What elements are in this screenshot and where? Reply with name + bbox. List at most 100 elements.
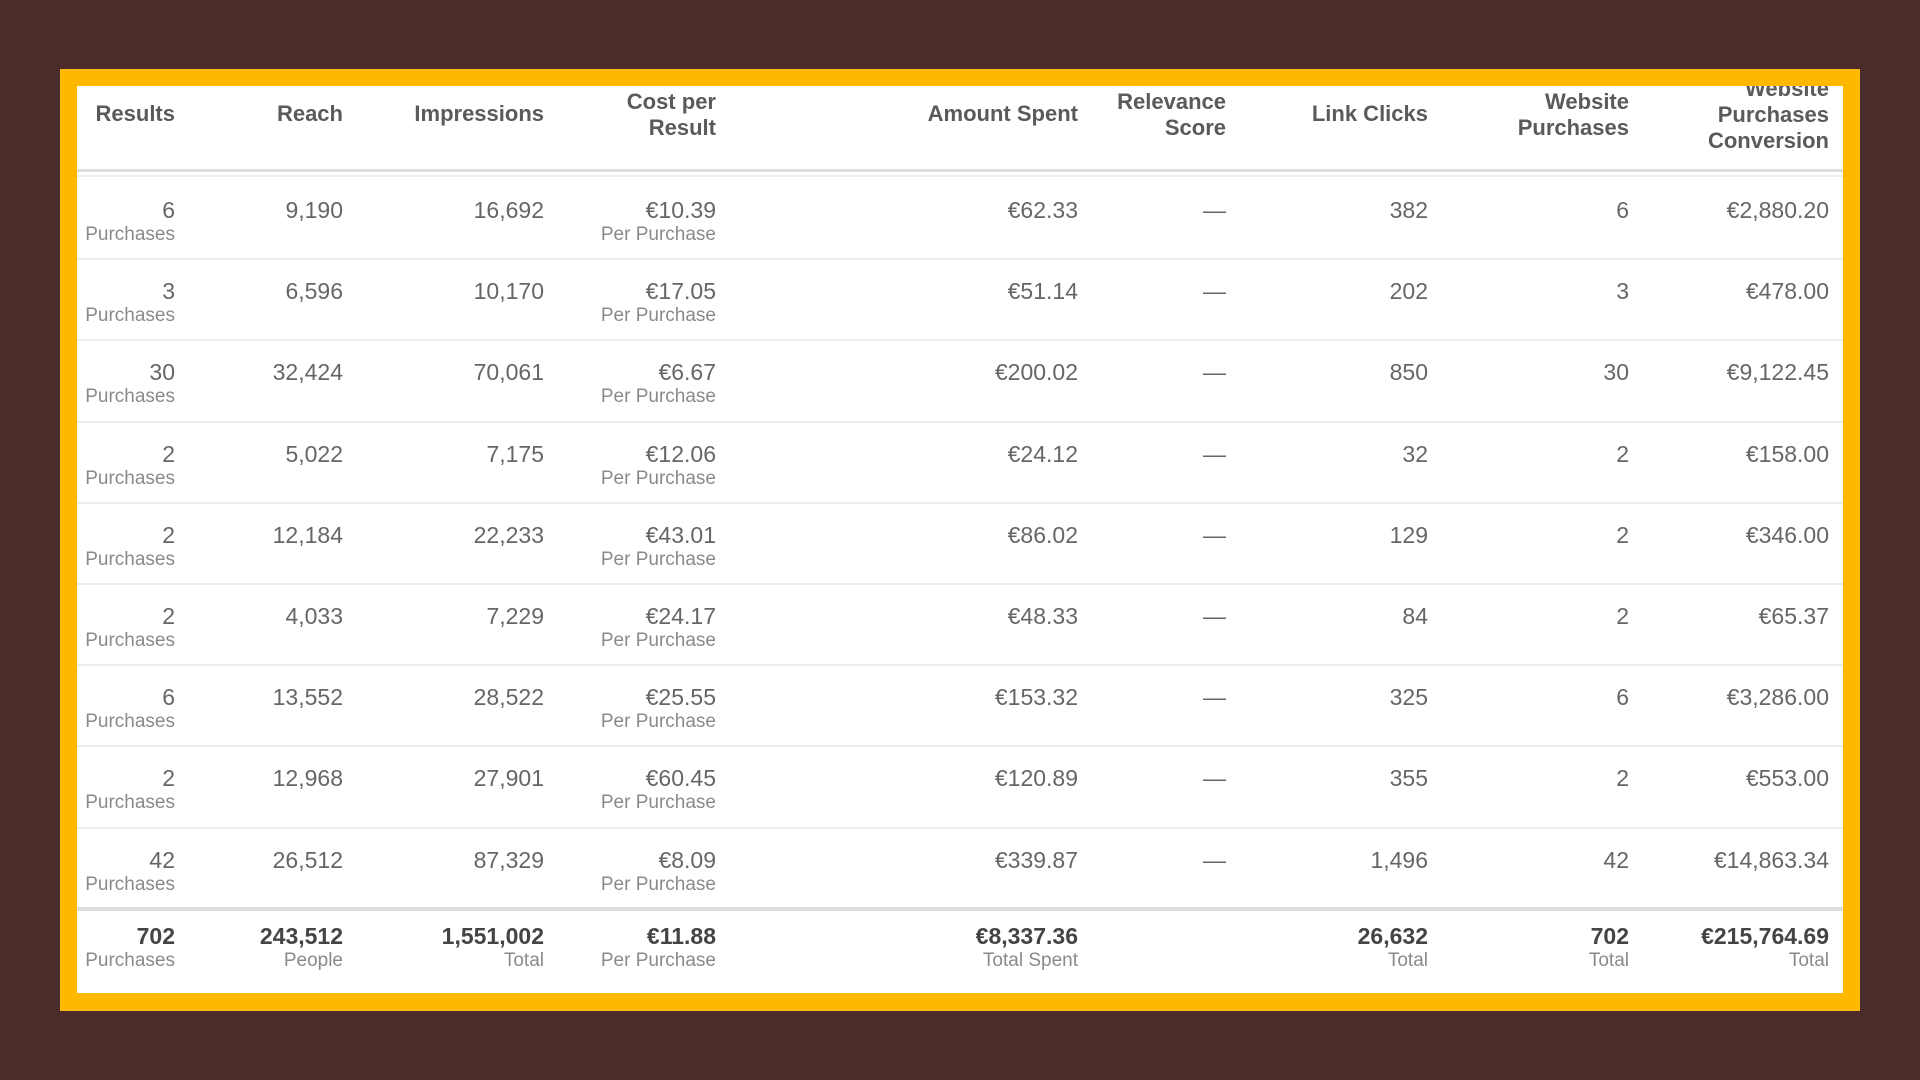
- relevance-score-value: —: [1203, 765, 1226, 792]
- total-amount-spent-value: €8,337.36: [975, 922, 1078, 949]
- results-unit: Purchases: [85, 386, 175, 408]
- results-value: 2: [162, 603, 175, 629]
- cell-website-purchases: 6: [1616, 684, 1629, 710]
- cell-reach: 4,033: [285, 603, 343, 629]
- reach-value: 5,022: [285, 440, 343, 467]
- cell-impressions: 87,329: [474, 847, 544, 873]
- results-unit: Purchases: [85, 305, 175, 327]
- cell-website-purchases: 6: [1616, 197, 1629, 223]
- column-header-label: Website: [1545, 89, 1629, 114]
- column-header-label: Purchases: [1517, 115, 1629, 140]
- cost-per-result-unit: Per Purchase: [600, 873, 716, 895]
- cell-relevance-score: —: [1203, 847, 1226, 873]
- column-header-relevance-score[interactable]: Relevance Score: [1117, 89, 1226, 141]
- cell-relevance-score: —: [1203, 441, 1226, 467]
- cost-per-result-value: €12.06: [645, 440, 716, 467]
- column-header-label: Conversion: [1707, 128, 1829, 153]
- column-header-reach[interactable]: Reach: [277, 101, 343, 127]
- cell-link-clicks: 355: [1390, 765, 1428, 791]
- relevance-score-value: —: [1203, 359, 1226, 386]
- link-clicks-value: 32: [1402, 440, 1428, 467]
- website-purchases-conversion-value: €2,880.20: [1726, 197, 1829, 223]
- column-header-cost-per-result[interactable]: Cost per Result: [627, 89, 716, 141]
- cell-amount-spent: €120.89: [995, 765, 1078, 791]
- cell-website-purchases-conversion: €346.00: [1746, 522, 1829, 548]
- column-header-impressions[interactable]: Impressions: [414, 101, 544, 127]
- amount-spent-value: €48.33: [1007, 603, 1078, 629]
- cell-website-purchases: 2: [1616, 522, 1629, 548]
- cell-reach: 32,424: [273, 359, 343, 385]
- cell-website-purchases-conversion: €158.00: [1746, 441, 1829, 467]
- website-purchases-value: 2: [1616, 521, 1629, 548]
- results-value: 6: [162, 684, 175, 711]
- totals-divider: [77, 906, 1843, 911]
- website-purchases-value: 2: [1616, 765, 1629, 792]
- website-purchases-value: 2: [1616, 603, 1629, 629]
- cell-relevance-score: —: [1203, 197, 1226, 223]
- link-clicks-value: 382: [1389, 197, 1428, 223]
- cell-results: 2 Purchases: [85, 603, 175, 653]
- website-purchases-value: 6: [1616, 684, 1629, 711]
- cell-relevance-score: —: [1203, 684, 1226, 710]
- cell-amount-spent: €48.33: [1008, 603, 1078, 629]
- results-value: 6: [162, 197, 175, 223]
- website-purchases-value: 30: [1603, 359, 1629, 386]
- column-header-label: Reach: [276, 101, 343, 126]
- cost-per-result-unit: Per Purchase: [600, 792, 716, 814]
- cell-results: 2 Purchases: [85, 522, 175, 572]
- cell-results: 42 Purchases: [85, 847, 175, 897]
- link-clicks-value: 1,496: [1370, 846, 1428, 873]
- results-unit: Purchases: [85, 792, 175, 814]
- impressions-value: 87,329: [473, 846, 544, 873]
- total-amount-spent-unit: Total Spent: [982, 949, 1078, 971]
- column-header-amount-spent[interactable]: Amount Spent: [928, 101, 1078, 127]
- cell-website-purchases-conversion: €478.00: [1746, 278, 1829, 304]
- column-header-label: Relevance: [1117, 89, 1226, 114]
- impressions-value: 7,175: [486, 440, 544, 467]
- cost-per-result-unit: Per Purchase: [600, 224, 716, 245]
- reach-value: 4,033: [285, 603, 343, 629]
- link-clicks-value: 325: [1389, 684, 1428, 711]
- impressions-value: 70,061: [473, 359, 544, 386]
- results-unit: Purchases: [85, 873, 175, 895]
- cost-per-result-value: €6.67: [658, 359, 716, 386]
- amount-spent-value: €86.02: [1007, 521, 1078, 548]
- cell-cost-per-result: €25.55 Per Purchase: [601, 684, 716, 734]
- column-header-label: Score: [1164, 115, 1226, 140]
- cell-results: 3 Purchases: [85, 278, 175, 328]
- website-purchases-conversion-value: €3,286.00: [1726, 684, 1829, 711]
- cell-link-clicks: 129: [1390, 522, 1428, 548]
- cell-website-purchases: 2: [1616, 603, 1629, 629]
- cell-impressions: 7,175: [486, 441, 544, 467]
- row-divider: [77, 745, 1843, 748]
- row-divider: [77, 258, 1843, 261]
- total-impressions: 1,551,002 Total: [442, 923, 544, 973]
- cell-cost-per-result: €43.01 Per Purchase: [601, 522, 716, 572]
- reach-value: 12,184: [272, 521, 343, 548]
- cell-relevance-score: —: [1203, 278, 1226, 304]
- column-header-website-purchases-conversion[interactable]: Website Purchases Conversion: [1708, 86, 1829, 154]
- cell-relevance-score: —: [1203, 603, 1226, 629]
- cell-website-purchases: 2: [1616, 441, 1629, 467]
- cell-results: 2 Purchases: [85, 441, 175, 491]
- row-divider: [77, 339, 1843, 342]
- cost-per-result-unit: Per Purchase: [600, 630, 716, 651]
- cell-impressions: 27,901: [474, 765, 544, 791]
- total-cost-per-result-unit: Per Purchase: [600, 949, 716, 971]
- relevance-score-value: —: [1203, 521, 1226, 548]
- column-header-link-clicks[interactable]: Link Clicks: [1312, 101, 1428, 127]
- row-divider: [77, 826, 1843, 829]
- amount-spent-value: €51.14: [1007, 278, 1078, 305]
- cell-website-purchases-conversion: €65.37: [1759, 603, 1829, 629]
- cell-cost-per-result: €8.09 Per Purchase: [601, 847, 716, 897]
- cell-amount-spent: €153.32: [995, 684, 1078, 710]
- cost-per-result-value: €10.39: [645, 197, 716, 223]
- amount-spent-value: €24.12: [1007, 440, 1078, 467]
- row-divider: [77, 420, 1843, 423]
- column-header-website-purchases[interactable]: Website Purchases: [1518, 89, 1629, 141]
- cell-website-purchases: 30: [1603, 359, 1629, 385]
- column-header-results[interactable]: Results: [96, 101, 175, 127]
- reach-value: 12,968: [272, 765, 343, 792]
- cell-amount-spent: €51.14: [1008, 278, 1078, 304]
- cost-per-result-value: €17.05: [645, 278, 716, 305]
